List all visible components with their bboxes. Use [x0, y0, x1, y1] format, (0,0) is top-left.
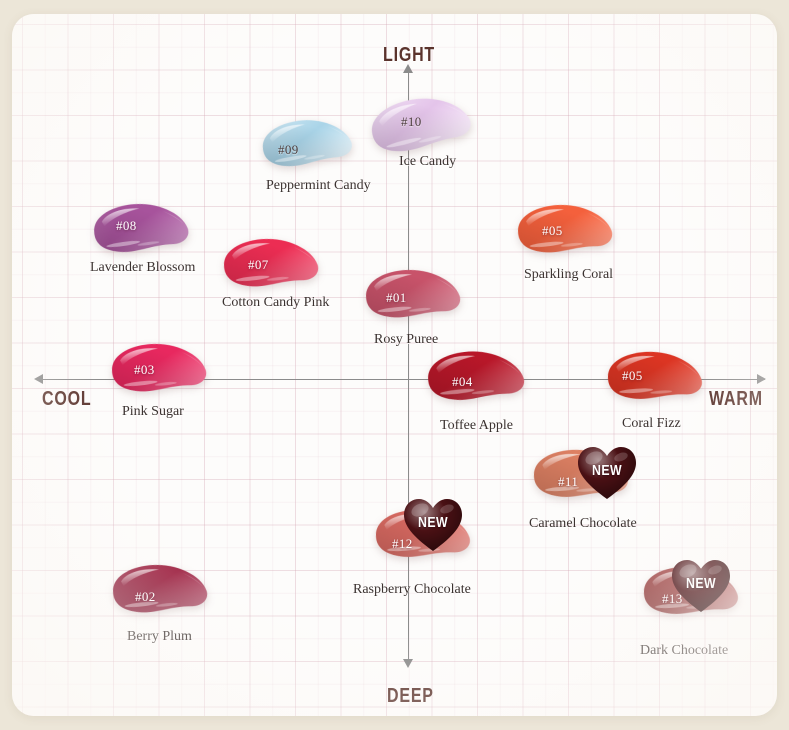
swatch-name: Caramel Chocolate — [529, 516, 637, 531]
new-heart-icon — [578, 447, 636, 499]
swatch-blob — [112, 344, 207, 392]
swatch-shape — [511, 192, 617, 264]
swatch-rosy-puree[interactable]: #01 Rosy Puree — [362, 264, 462, 347]
new-heart-icon — [404, 499, 462, 551]
swatch-blob — [608, 351, 702, 399]
swatch-berry-plum[interactable]: #02 Berry Plum — [109, 559, 209, 644]
swatch-blob — [262, 120, 352, 167]
swatch-peppermint-candy[interactable]: #09 Peppermint Candy — [250, 116, 371, 193]
swatch-toffee-apple[interactable]: #04 Toffee Apple — [424, 346, 526, 433]
swatch-sparkling-coral[interactable]: #05 Sparkling Coral — [514, 197, 614, 282]
axis-arrow-right-icon — [757, 374, 766, 384]
axis-label-light: LIGHT — [383, 44, 435, 66]
swatch-shape — [246, 107, 365, 178]
swatch-shape — [105, 333, 211, 401]
swatch-shape — [602, 341, 706, 410]
swatch-coral-fizz[interactable]: #05 Coral Fizz — [604, 344, 704, 431]
swatch-name: Pink Sugar — [122, 404, 184, 419]
swatch-blob — [113, 565, 208, 613]
swatch-shape — [86, 191, 193, 262]
new-badge-raspberry-chocolate[interactable]: NEW — [402, 496, 464, 554]
swatch-shape — [421, 341, 529, 409]
swatch-shape — [359, 259, 465, 327]
swatch-shape — [361, 80, 478, 166]
swatch-name: Peppermint Candy — [266, 178, 371, 193]
swatch-lavender-blossom[interactable]: #08 Lavender Blossom — [90, 198, 195, 275]
swatch-name: Berry Plum — [127, 629, 192, 644]
swatch-blob — [94, 203, 189, 252]
swatch-name: Dark Chocolate — [640, 643, 729, 658]
swatch-blob — [428, 351, 525, 400]
shade-map-card: COOL WARM LIGHT DEEP #10 Ice — [12, 14, 777, 716]
swatch-name: Coral Fizz — [622, 416, 681, 431]
swatch-name: Cotton Candy Pink — [222, 295, 330, 310]
swatch-pink-sugar[interactable]: #03 Pink Sugar — [108, 338, 208, 419]
swatch-blob — [366, 270, 461, 318]
swatch-blob — [224, 239, 319, 287]
new-heart-icon — [672, 560, 730, 612]
swatch-name: Ice Candy — [399, 154, 457, 169]
swatch-name: Toffee Apple — [440, 418, 514, 433]
axis-label-deep: DEEP — [387, 685, 434, 707]
swatch-shape — [106, 554, 212, 622]
axis-arrow-left-icon — [34, 374, 43, 384]
axis-label-cool: COOL — [42, 388, 92, 410]
swatch-cotton-candy-pink[interactable]: #07 Cotton Candy Pink — [220, 233, 329, 310]
swatch-name: Sparkling Coral — [524, 267, 614, 282]
new-badge-dark-chocolate[interactable]: NEW — [670, 557, 732, 615]
swatch-shape — [217, 228, 323, 296]
swatch-name: Lavender Blossom — [90, 260, 196, 275]
swatch-name: Raspberry Chocolate — [353, 582, 471, 597]
swatch-blob — [372, 98, 471, 152]
swatch-ice-candy[interactable]: #10 Ice Candy — [367, 92, 472, 169]
axis-arrow-down-icon — [403, 659, 413, 668]
new-badge-caramel-chocolate[interactable]: NEW — [576, 444, 638, 502]
swatch-blob — [518, 205, 613, 253]
axis-label-warm: WARM — [709, 388, 763, 410]
